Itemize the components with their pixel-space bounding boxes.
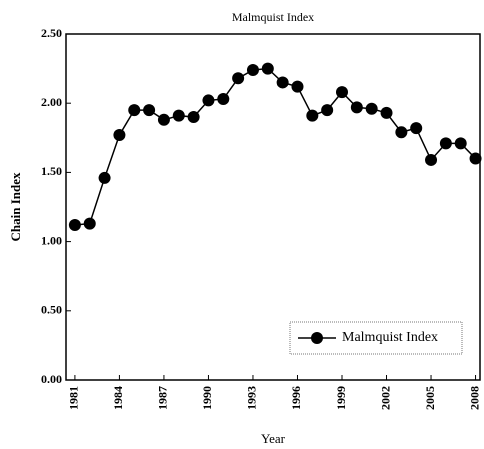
legend-marker <box>311 332 323 344</box>
x-tick-label: 1993 <box>245 386 259 410</box>
x-tick-label: 1990 <box>200 386 214 410</box>
x-tick-label: 2002 <box>378 386 392 410</box>
point <box>439 137 452 150</box>
point <box>68 218 81 231</box>
point <box>291 80 304 93</box>
x-tick-label: 1996 <box>289 386 303 410</box>
point <box>232 72 245 85</box>
y-tick-label: 0.00 <box>41 372 62 386</box>
point <box>202 94 215 107</box>
x-tick-label: 1984 <box>111 386 125 410</box>
point <box>454 137 467 150</box>
x-tick-label: 1987 <box>156 386 170 410</box>
x-axis-label: Year <box>261 431 286 446</box>
point <box>350 101 363 114</box>
point <box>336 86 348 99</box>
legend-label: Malmquist Index <box>342 330 438 345</box>
point <box>321 104 334 117</box>
y-tick-label: 2.00 <box>41 95 62 109</box>
x-tick-label: 1981 <box>67 386 81 410</box>
point <box>469 152 482 165</box>
y-tick-label: 2.50 <box>41 26 62 40</box>
point <box>128 104 141 117</box>
point <box>217 93 230 106</box>
x-tick-label: 2008 <box>467 386 481 410</box>
x-tick-label: 1999 <box>334 386 348 410</box>
point <box>395 126 408 139</box>
point <box>261 62 274 75</box>
y-axis-label: Chain Index <box>8 172 23 241</box>
point <box>143 104 156 117</box>
point <box>410 122 423 135</box>
point <box>187 111 200 124</box>
chart-title: Malmquist Index <box>232 10 314 24</box>
point <box>425 153 438 166</box>
point <box>380 106 393 119</box>
y-tick-label: 1.50 <box>41 164 62 178</box>
point <box>172 109 185 122</box>
point <box>365 102 378 115</box>
y-tick-label: 1.00 <box>41 233 62 247</box>
point <box>113 129 126 142</box>
plot-area <box>65 33 481 381</box>
point <box>98 171 111 184</box>
point <box>246 63 259 76</box>
point <box>276 76 289 89</box>
point <box>83 217 96 230</box>
point <box>157 113 170 126</box>
y-tick-label: 0.50 <box>41 303 62 317</box>
x-tick-label: 2005 <box>423 386 437 410</box>
point <box>306 109 319 122</box>
series-line <box>74 67 477 226</box>
